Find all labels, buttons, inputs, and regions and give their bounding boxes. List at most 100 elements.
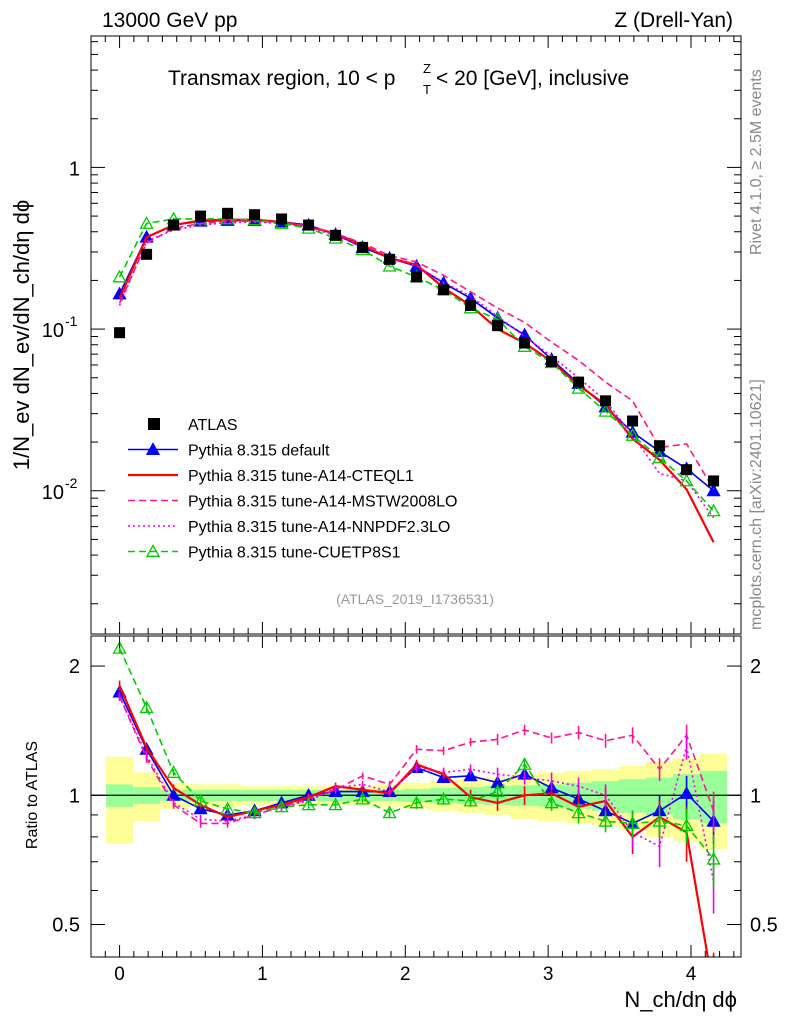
series-marker	[571, 381, 586, 394]
series-marker	[193, 793, 208, 807]
data-point	[357, 241, 369, 253]
series-marker	[625, 428, 640, 441]
legend: ATLAS Pythia 8.315 default Pythia 8.315 tu…	[128, 417, 457, 562]
data-point	[681, 464, 693, 476]
series-marker	[544, 795, 559, 809]
series-marker	[652, 813, 667, 827]
data-point	[600, 395, 612, 407]
series-marker	[409, 795, 424, 809]
series-marker	[706, 503, 721, 517]
series-line	[118, 221, 715, 519]
data-point	[114, 327, 126, 339]
legend-data-marker	[148, 418, 160, 430]
data-point	[546, 356, 558, 368]
series-marker	[625, 816, 640, 829]
series-marker	[571, 805, 586, 819]
series-marker	[679, 473, 694, 487]
series-line	[118, 218, 715, 543]
series-marker	[463, 793, 478, 807]
series-marker	[382, 805, 397, 819]
series-marker	[463, 768, 478, 782]
x-tick-label: 4	[686, 964, 697, 985]
x-tick-label: 2	[400, 964, 411, 985]
plot-title-sup: Z	[423, 61, 431, 76]
main-ylabel: 1/N_ev dN_ev/dN_ch/dη dϕ	[9, 200, 34, 470]
legend-label: Pythia 8.315 default	[188, 443, 330, 460]
process-label: Z (Drell-Yan)	[614, 9, 733, 32]
data-point	[168, 219, 180, 231]
legend-label: ATLAS	[188, 417, 238, 434]
series-marker	[247, 805, 262, 819]
series-marker	[490, 784, 505, 798]
plot-title: Transmax region, 10 < p Z T < 20 [GeV], …	[168, 61, 629, 97]
data-point	[276, 213, 288, 225]
data-point	[195, 210, 207, 222]
series-marker	[328, 797, 343, 811]
series-marker	[166, 765, 181, 778]
data-point	[438, 284, 450, 296]
series-marker	[598, 403, 613, 417]
y-tick-label-exp: -2	[65, 475, 78, 491]
ratio-y-tick-label-right: 0.5	[750, 914, 778, 936]
series-marker	[139, 700, 154, 714]
series-marker	[598, 813, 613, 827]
series-ratio-line	[118, 696, 715, 882]
series-marker	[355, 791, 370, 805]
ratio-series-group	[112, 640, 721, 957]
series-marker	[382, 258, 397, 272]
x-tick-label: 1	[257, 964, 268, 985]
series-line	[118, 220, 715, 490]
series-marker	[274, 799, 289, 813]
series-marker	[652, 450, 667, 464]
series-marker	[679, 786, 694, 799]
plot-title-rest: < 20 [GeV], inclusive	[436, 67, 629, 90]
data-point	[330, 229, 342, 241]
data-point	[573, 376, 585, 388]
series-marker	[679, 818, 694, 832]
main-ylabel-text: 1/N_ev dN_ev/dN_ch/dη dϕ	[9, 200, 34, 470]
data-point	[654, 440, 666, 452]
xlabel: N_ch/dη dϕ	[624, 987, 737, 1012]
ratio-y-tick-label-left: 1	[69, 785, 80, 807]
series-marker	[145, 544, 161, 557]
data-point	[384, 253, 396, 265]
plot-title-main: Transmax region, 10 < p	[168, 67, 395, 90]
series-marker	[145, 442, 161, 455]
ratio-ylabel: Ratio to ATLAS	[24, 741, 41, 849]
y-tick-label: 1	[69, 158, 80, 180]
main-frame	[90, 35, 742, 635]
ratio-y-tick-label-left: 0.5	[52, 914, 80, 936]
series-marker	[706, 483, 721, 497]
ratio-y-tick-label-left: 2	[69, 656, 80, 678]
legend-label: Pythia 8.315 tune-A14-CTEQL1	[188, 468, 414, 485]
analysis-label: (ATLAS_2019_I1736531)	[336, 591, 494, 607]
data-point	[519, 337, 531, 349]
ratio-y-tick-label-right: 1	[750, 785, 761, 807]
legend-label: Pythia 8.315 tune-CUETP8S1	[188, 545, 401, 562]
inner-band	[619, 779, 647, 813]
data-point	[411, 271, 423, 283]
series-marker	[436, 791, 451, 805]
data-point	[303, 219, 315, 231]
ratio-y-tick-label-right: 2	[750, 656, 761, 678]
energy-label: 13000 GeV pp	[102, 9, 237, 32]
series-marker	[112, 640, 127, 654]
mcplots-label: mcplots.cern.ch [arXiv:2401.10621]	[748, 379, 765, 630]
data-point	[222, 207, 234, 219]
data-point	[141, 248, 153, 260]
y-tick-label-exp: -1	[65, 313, 78, 329]
series-marker	[301, 797, 316, 811]
data-points	[114, 207, 720, 487]
series-marker	[139, 216, 154, 229]
series-marker	[706, 851, 721, 865]
legend-label: Pythia 8.315 tune-A14-NNPDF2.3LO	[188, 519, 450, 536]
series-marker	[517, 757, 532, 770]
x-tick-label: 0	[114, 964, 125, 985]
series-marker	[112, 269, 127, 283]
data-point	[627, 415, 639, 427]
series-ratio-line	[118, 685, 709, 957]
x-tick-label: 3	[543, 964, 554, 985]
series-marker	[220, 801, 235, 815]
data-point	[465, 299, 477, 311]
